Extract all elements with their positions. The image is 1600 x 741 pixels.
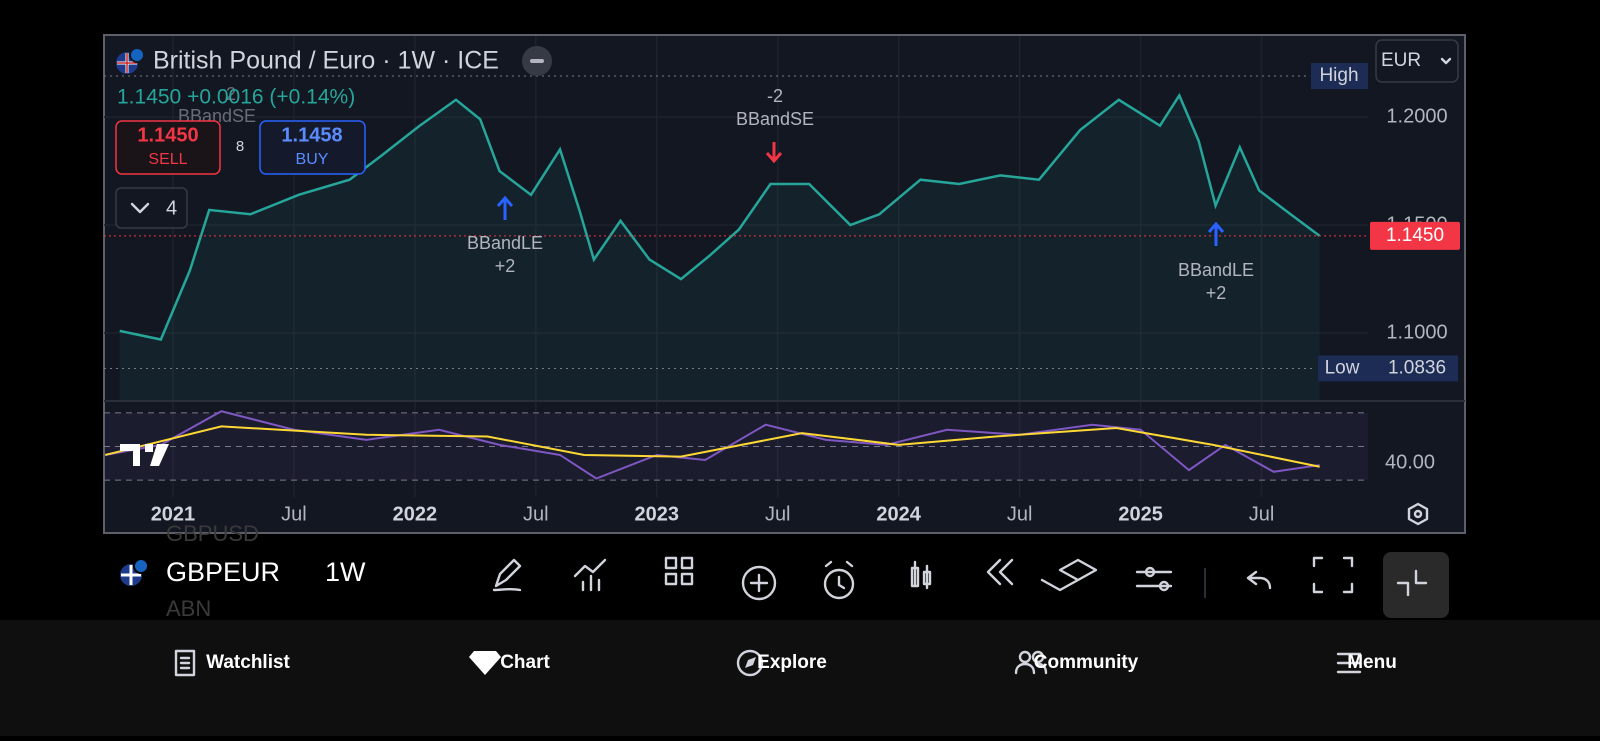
nav-icons xyxy=(174,649,1362,677)
high-box xyxy=(1311,63,1368,90)
rsi-ma-line xyxy=(104,425,1320,468)
interval[interactable]: 1W xyxy=(325,557,366,587)
x-tick-label: 2024 xyxy=(876,503,921,525)
sell-label: SELL xyxy=(148,151,187,168)
symbol-title: British Pound / Euro · 1W · ICE xyxy=(153,47,499,75)
buy-label: BUY xyxy=(296,151,329,168)
bottom-nav xyxy=(0,620,1600,736)
indicators-toggle[interactable] xyxy=(115,187,188,229)
community-icon xyxy=(1031,650,1045,664)
spread: 8 xyxy=(236,138,244,155)
annotation: +2 xyxy=(1206,283,1227,303)
x-tick-label: 2021 xyxy=(151,503,196,525)
last-price-box xyxy=(1370,221,1460,250)
symbol[interactable]: GBPEUR xyxy=(166,557,280,587)
slider-knob xyxy=(1158,580,1170,592)
annotation: BBandSE xyxy=(736,109,814,129)
compass-needle xyxy=(745,657,756,668)
community-icon[interactable] xyxy=(1018,650,1032,664)
high-label: High xyxy=(1319,65,1358,86)
watchlist-icon[interactable] xyxy=(174,649,196,677)
currency-dropdown[interactable] xyxy=(1375,39,1459,83)
alert-icon[interactable] xyxy=(823,568,855,600)
sell-arrow xyxy=(765,142,783,164)
nav-label[interactable]: Watchlist xyxy=(206,652,290,673)
add-icon[interactable] xyxy=(741,565,777,601)
rsi-tick-label: 40.00 xyxy=(1385,452,1435,474)
last-price: 1.1450 xyxy=(1386,225,1444,246)
slider-knob xyxy=(1144,566,1156,578)
x-tick-label: 2022 xyxy=(393,503,438,525)
nav-labels: Watchlist Chart Explore Community Menu xyxy=(206,652,1397,673)
x-tick-label: Jul xyxy=(523,503,549,525)
buy-arrow xyxy=(496,195,514,220)
toolbar xyxy=(103,535,1466,607)
minus-icon xyxy=(530,59,544,63)
add-plus xyxy=(749,573,769,593)
dropdown-icon xyxy=(1440,57,1452,65)
draw-icon[interactable] xyxy=(492,558,522,592)
chevron-icon xyxy=(130,202,150,214)
sell-button[interactable] xyxy=(115,120,221,175)
x-tick-label: Jul xyxy=(765,503,791,525)
buy-price: 1.1458 xyxy=(281,124,342,146)
rsi-line xyxy=(105,410,1320,480)
annotation: BBandLE xyxy=(467,233,543,253)
settings-icon[interactable] xyxy=(1407,502,1429,526)
community-body xyxy=(1014,662,1048,675)
ghost-symbol: GBPUSD xyxy=(166,521,259,546)
buy-arrow xyxy=(1207,221,1225,246)
annotation: -2 xyxy=(767,86,783,106)
ghost-count: 2 xyxy=(226,84,236,104)
nav-label[interactable]: Menu xyxy=(1347,652,1397,673)
flag-cross xyxy=(121,565,141,585)
currency: EUR xyxy=(1381,50,1421,71)
exit-fullscreen-icon xyxy=(1396,569,1428,597)
y-tick-label: 1.2000 xyxy=(1386,105,1447,127)
nav-label[interactable]: Community xyxy=(1034,652,1139,673)
low-box xyxy=(1318,355,1458,382)
candles-icon[interactable] xyxy=(910,560,932,590)
low-value: 1.0836 xyxy=(1388,357,1446,378)
eu-flag xyxy=(133,558,149,574)
x-tick-label: 2023 xyxy=(635,503,680,525)
y-tick-label: 1.1000 xyxy=(1386,321,1447,343)
menu-icon[interactable] xyxy=(1336,652,1362,674)
x-tick-label: Jul xyxy=(1007,503,1033,525)
selected-button[interactable] xyxy=(1383,552,1449,618)
layers-icon[interactable] xyxy=(1040,558,1098,592)
annotation: BBandLE xyxy=(1178,260,1254,280)
annotation: +2 xyxy=(495,256,516,276)
toolbar-icons xyxy=(492,552,1449,618)
indicators-icon[interactable] xyxy=(573,558,607,592)
explore-icon[interactable] xyxy=(736,649,764,677)
logo xyxy=(120,444,169,466)
nav-label[interactable]: Explore xyxy=(757,652,827,673)
flag-cross-red xyxy=(117,53,137,73)
buy-button[interactable] xyxy=(259,120,366,175)
x-tick-label: Jul xyxy=(281,503,307,525)
undo-icon[interactable] xyxy=(1246,570,1272,590)
replay-icon[interactable] xyxy=(986,558,1014,586)
alert-hands xyxy=(824,560,854,590)
settings-dot xyxy=(1413,509,1423,519)
x-tick-label: 2025 xyxy=(1118,503,1163,525)
sell-price: 1.1450 xyxy=(137,124,198,146)
fullscreen-icon[interactable] xyxy=(1312,556,1354,594)
x-tick-label: Jul xyxy=(1249,503,1275,525)
quote: 1.1450 +0.0016 (+0.14%) xyxy=(117,86,355,109)
nav-label[interactable]: Chart xyxy=(500,652,550,673)
low-label: Low xyxy=(1325,357,1360,378)
collapsed-count: 4 xyxy=(166,197,177,219)
grid xyxy=(104,36,1368,497)
layout-icon[interactable] xyxy=(664,556,694,586)
eu-flag xyxy=(129,47,145,63)
plot xyxy=(104,75,1368,480)
ghost-symbol: ABN xyxy=(166,596,211,621)
chart-icon[interactable] xyxy=(469,651,501,675)
